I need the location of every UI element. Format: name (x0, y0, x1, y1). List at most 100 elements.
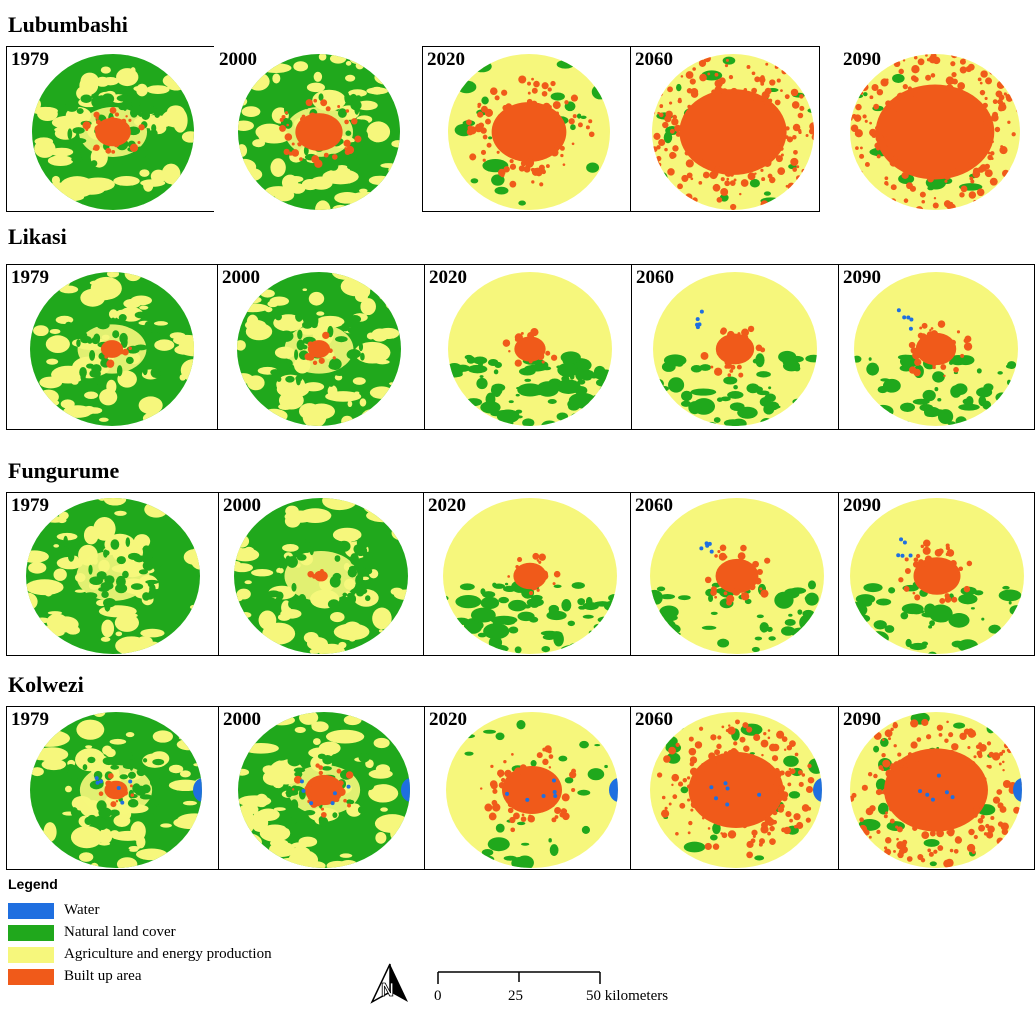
built-patch (951, 72, 957, 78)
built-patch (544, 155, 548, 159)
land-patch (139, 794, 153, 800)
land-patch (754, 855, 765, 861)
land-patch (238, 80, 251, 94)
built-patch (577, 122, 583, 128)
land-cover-map (234, 498, 408, 654)
land-patch (318, 816, 329, 828)
water-body (930, 797, 935, 802)
land-patch (56, 532, 78, 541)
built-patch (735, 719, 740, 725)
land-patch (698, 407, 713, 414)
built-patch (979, 744, 987, 752)
land-patch (593, 421, 598, 426)
land-patch (32, 828, 45, 839)
land-patch (345, 74, 356, 82)
year-label: 1979 (11, 49, 49, 70)
land-cover-map (238, 54, 400, 210)
built-patch (690, 808, 694, 812)
land-patch (346, 350, 360, 360)
built-patch (322, 331, 330, 340)
land-patch (573, 647, 590, 654)
land-patch (41, 758, 67, 771)
built-patch (1002, 760, 1005, 764)
built-patch (721, 832, 728, 839)
built-patch (738, 372, 744, 378)
land-patch (606, 405, 612, 415)
land-patch (51, 175, 61, 185)
built-patch (739, 192, 742, 196)
built-patch (698, 726, 704, 731)
water-body (704, 541, 709, 546)
land-patch (174, 345, 194, 355)
land-patch (80, 94, 92, 104)
built-core (502, 766, 562, 814)
land-patch (591, 84, 609, 100)
built-patch (508, 350, 511, 353)
land-patch (487, 837, 510, 852)
built-patch (951, 596, 958, 603)
built-patch (689, 78, 696, 85)
built-patch (970, 54, 976, 58)
built-patch (675, 831, 679, 836)
land-patch (66, 712, 79, 719)
built-patch (538, 553, 546, 561)
land-patch (784, 619, 796, 626)
land-patch (763, 403, 775, 415)
built-patch (714, 749, 721, 756)
built-patch (896, 92, 905, 101)
land-patch (247, 72, 270, 91)
land-patch (864, 403, 874, 411)
land-patch (560, 644, 589, 654)
land-patch (577, 598, 586, 606)
land-cover-map (448, 272, 612, 426)
built-patch (480, 787, 483, 790)
land-patch (582, 375, 592, 381)
land-patch (594, 744, 601, 747)
built-patch (871, 83, 879, 92)
built-patch (973, 755, 977, 759)
land-patch (586, 162, 600, 173)
built-patch (918, 559, 925, 566)
built-patch (922, 546, 931, 555)
city-title-likasi: Likasi (8, 224, 67, 249)
land-patch (59, 54, 64, 60)
built-patch (979, 164, 988, 172)
land-patch (130, 100, 141, 108)
built-patch (729, 180, 736, 186)
built-patch (859, 817, 864, 822)
land-patch (136, 768, 146, 777)
built-patch (760, 739, 769, 748)
land-patch (174, 412, 188, 426)
land-patch (183, 842, 198, 860)
built-patch (973, 806, 980, 813)
water-body (896, 553, 901, 558)
built-patch (906, 856, 913, 862)
built-patch (882, 738, 885, 741)
built-patch (746, 840, 754, 849)
land-patch (72, 127, 85, 134)
year-label: 2000 (223, 495, 261, 516)
land-patch (909, 642, 927, 651)
built-patch (801, 773, 806, 777)
built-patch (701, 763, 705, 767)
built-patch (297, 142, 302, 147)
built-patch (489, 780, 498, 788)
land-patch (480, 588, 486, 595)
land-patch (270, 158, 286, 178)
water-body (707, 541, 712, 546)
built-patch (723, 751, 728, 755)
land-patch (296, 375, 301, 386)
land-patch (337, 540, 351, 552)
land-patch (1000, 839, 1014, 850)
land-patch (71, 156, 83, 163)
land-patch (949, 360, 954, 365)
land-patch (390, 827, 399, 840)
land-patch (139, 314, 145, 319)
land-patch (347, 400, 353, 408)
built-patch (1011, 132, 1016, 137)
land-patch (934, 387, 939, 392)
land-patch (242, 742, 279, 754)
land-patch (117, 370, 137, 388)
built-patch (985, 77, 993, 85)
built-patch (656, 772, 663, 778)
